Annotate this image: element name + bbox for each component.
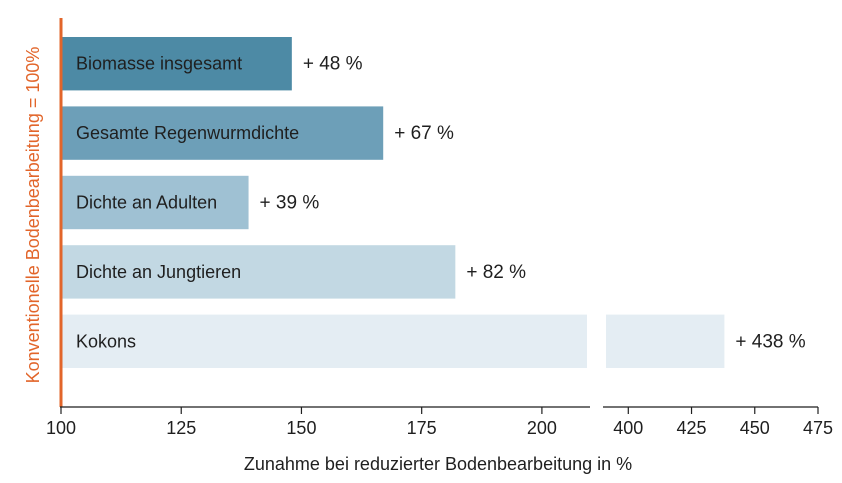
bar-value-label: + 48 %	[303, 54, 363, 75]
bar	[61, 37, 292, 91]
bar-category-label: Dichte an Jungtieren	[76, 262, 241, 282]
bar-value-label: + 67 %	[394, 123, 454, 144]
x-tick-label: 175	[407, 418, 437, 438]
bar-category-label: Dichte an Adulten	[76, 193, 217, 213]
bar-continuation	[606, 314, 725, 368]
x-tick-label: 400	[613, 418, 643, 438]
bar	[61, 106, 384, 160]
x-tick-label: 475	[803, 418, 833, 438]
x-tick-label: 425	[677, 418, 707, 438]
bar	[61, 314, 587, 368]
x-axis-title: Zunahme bei reduzierter Bodenbearbeitung…	[244, 454, 632, 474]
baseline-label: Konventionelle Bodenbearbeitung = 100%	[23, 47, 43, 384]
x-tick-label: 150	[286, 418, 316, 438]
bars-group: Biomasse insgesamt + 48 % Gesamte Regenwur…	[61, 37, 806, 368]
x-ticks-group: 100 125 150 175 200 400 425 450 475	[46, 407, 833, 438]
x-tick-label: 100	[46, 418, 76, 438]
bar-category-label: Kokons	[76, 331, 136, 351]
bar-category-label: Biomasse insgesamt	[76, 54, 242, 74]
bar-value-label: + 438 %	[735, 331, 805, 352]
bar	[61, 245, 456, 299]
bar-category-label: Gesamte Regenwurmdichte	[76, 123, 299, 143]
bar-value-label: + 39 %	[260, 193, 320, 214]
x-tick-label: 450	[740, 418, 770, 438]
bar	[61, 175, 249, 230]
x-tick-label: 200	[527, 418, 557, 438]
x-tick-label: 125	[166, 418, 196, 438]
bar-value-label: + 82 %	[466, 262, 526, 283]
